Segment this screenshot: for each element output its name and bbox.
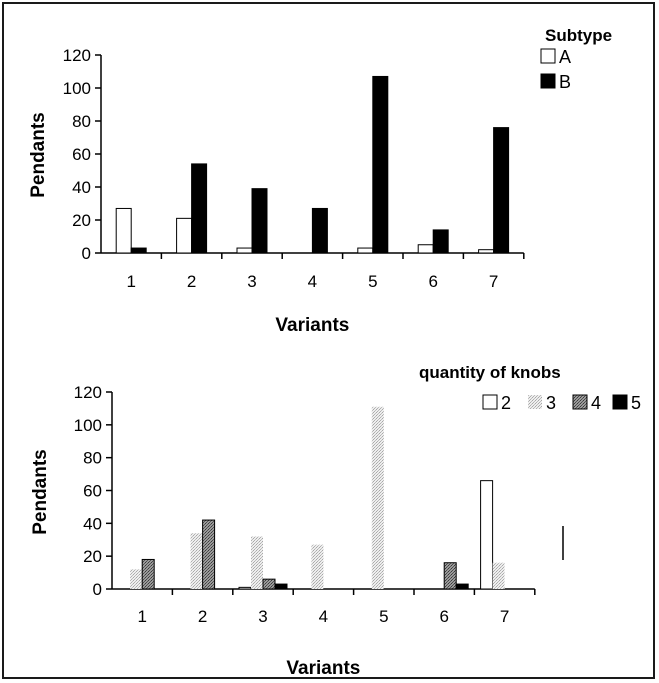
chart1-y-tick-label: 60 xyxy=(72,145,91,164)
chart2-y-tick-label: 60 xyxy=(83,482,102,501)
chart1-bar-B-2 xyxy=(191,163,208,254)
chart2-bar-3-5 xyxy=(371,406,384,589)
chart1-bar-B-7 xyxy=(493,127,510,254)
chart2-x-tick-label: 1 xyxy=(137,607,146,626)
chart2-bar-4-2 xyxy=(202,519,216,590)
chart1-bar-A-3 xyxy=(236,247,253,254)
chart2-legend-title: quantity of knobs xyxy=(419,363,561,382)
chart2-bar-4-3 xyxy=(262,578,276,590)
chart1-x-tick-label: 2 xyxy=(187,272,196,291)
chart1-bar-B-3 xyxy=(251,188,268,254)
chart2-bar-5-3 xyxy=(274,583,288,590)
chart1-y-tick-label: 80 xyxy=(72,112,91,131)
chart2-legend-swatch-5 xyxy=(612,394,628,410)
chart2-y-tick-label: 0 xyxy=(93,580,102,599)
chart1-y-tick-label: 40 xyxy=(72,178,91,197)
chart1-bar-A-6 xyxy=(417,244,434,254)
chart1-y-tick-label: 0 xyxy=(82,244,91,263)
chart2-bar-3-4 xyxy=(311,544,324,589)
chart2-legend-label-5: 5 xyxy=(631,393,641,413)
chart2-x-tick-label: 6 xyxy=(439,607,448,626)
chart1-legend-title: Subtype xyxy=(545,26,612,45)
chart2-x-tick-label: 2 xyxy=(198,607,207,626)
chart2-bar-4-6 xyxy=(443,562,457,590)
chart1-legend-label-B: B xyxy=(559,72,571,92)
chart2-y-tick-label: 120 xyxy=(74,383,102,402)
chart2-x-tick-label: 4 xyxy=(319,607,328,626)
chart2-y-tick-label: 20 xyxy=(83,547,102,566)
chart1-x-tick-label: 5 xyxy=(368,272,377,291)
chart2-bar-2-7 xyxy=(480,480,494,590)
chart2-legend-label-2: 2 xyxy=(501,393,511,413)
chart2-y-tick-label: 100 xyxy=(74,416,102,435)
chart1-legend-swatch-B xyxy=(540,73,556,89)
chart2-bar-3-3 xyxy=(251,536,263,589)
chart2-legend-label-4: 4 xyxy=(591,393,601,413)
chart1-x-tick-label: 7 xyxy=(489,272,498,291)
chart1-legend-swatch-A xyxy=(540,48,556,64)
chart2-bar-3-7 xyxy=(492,562,505,589)
chart1-x-tick-label: 3 xyxy=(247,272,256,291)
chart1-y-tick-label: 100 xyxy=(63,79,91,98)
chart1-bar-B-5 xyxy=(372,75,389,254)
chart1-bar-B-4 xyxy=(311,207,328,254)
chart2-legend-swatch-4 xyxy=(572,394,588,410)
chart2-bar-3-2 xyxy=(190,533,203,589)
chart2-legend-swatch-2 xyxy=(482,394,498,410)
chart1-bar-A-7 xyxy=(478,249,495,254)
chart1-x-tick-label: 4 xyxy=(308,272,317,291)
chart2-legend-label-3: 3 xyxy=(546,393,556,413)
chart1-bar-A-5 xyxy=(357,247,374,254)
chart2-x-tick-label: 5 xyxy=(379,607,388,626)
chart2-bar-4-1 xyxy=(141,558,155,590)
chart2-legend-swatch-3 xyxy=(528,395,542,409)
chart2-y-tick-label: 80 xyxy=(83,449,102,468)
chart2-x-tick-label: 3 xyxy=(258,607,267,626)
chart1-x-tick-label: 1 xyxy=(126,272,135,291)
chart2-bar-5-6 xyxy=(455,583,469,590)
chart2-x-axis-title: Variants xyxy=(286,658,360,677)
chart1-x-tick-label: 6 xyxy=(428,272,437,291)
chart2-x-tick-label: 7 xyxy=(500,607,509,626)
chart1-bar-B-1 xyxy=(130,247,147,254)
chart1-legend-label-A: A xyxy=(559,47,571,67)
chart2-bar-3-1 xyxy=(130,569,143,589)
chart1-bar-B-6 xyxy=(432,229,449,254)
chart2-y-axis-title: Pendants xyxy=(30,449,51,535)
chart1-y-tick-label: 20 xyxy=(72,211,91,230)
chart1-y-axis-title: Pendants xyxy=(28,112,49,198)
chart1-x-axis-title: Variants xyxy=(275,315,349,336)
chart1-bar-A-1 xyxy=(115,207,132,254)
chart1-y-tick-label: 120 xyxy=(63,46,91,65)
chart2-y-tick-label: 40 xyxy=(83,514,102,533)
chart1-bar-A-2 xyxy=(176,217,193,254)
chart2-bar-2-3 xyxy=(238,586,252,590)
